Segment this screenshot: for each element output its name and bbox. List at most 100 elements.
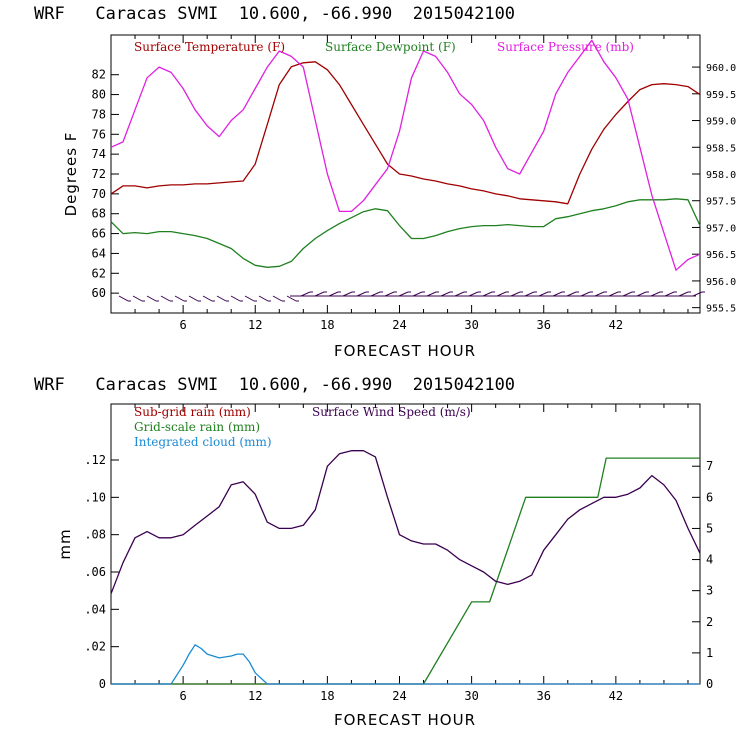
- bottom-x-tick-label: 42: [609, 689, 623, 703]
- wind-barb-mark: [188, 295, 199, 302]
- top-series: [110, 39, 701, 271]
- bottom-legend-integrated-cloud: Integrated cloud (mm): [134, 435, 272, 449]
- wind-barb-mark: [300, 291, 311, 297]
- top-y-tick-label: 60: [92, 286, 106, 300]
- top-y2-tick-label: 957.0: [706, 223, 736, 234]
- top-title: WRF Caracas SVMI 10.600, -66.990 2015042…: [34, 4, 515, 24]
- bottom-series: [110, 450, 701, 685]
- wind-barb-mark: [496, 291, 507, 297]
- wind-barb-mark: [594, 291, 605, 297]
- wind-barb-mark: [384, 291, 395, 297]
- top-y-tick-label: 70: [92, 187, 106, 201]
- wind-barb-mark: [216, 295, 227, 302]
- bottom-x-ticks: 6 12 18 24 30 36 42: [134, 404, 689, 703]
- top-x-ticks: 6 12 18 24 30 36 42: [134, 35, 689, 332]
- top-y-tick-label: 64: [92, 246, 106, 260]
- wind-barb-mark: [580, 291, 591, 297]
- wind-barb-mark: [510, 291, 521, 297]
- bottom-legend-subgrid-rain: Sub-grid rain (mm): [134, 405, 251, 419]
- wind-barb-mark: [370, 291, 381, 297]
- top-x-tick-label: 30: [464, 318, 478, 332]
- bottom-x-tick-label: 18: [320, 689, 334, 703]
- wind-barb-mark: [566, 291, 577, 297]
- bottom-x-tick-label: 24: [392, 689, 406, 703]
- bottom-y-ticks: 0 .02 .04 .06 .08 .10 .12: [84, 453, 119, 691]
- top-y2-tick-label: 960.0: [706, 63, 736, 74]
- wind-barb-mark: [230, 295, 241, 302]
- wind-barb-mark: [426, 291, 437, 297]
- wind-barb-mark: [286, 295, 297, 302]
- top-y2-ticks: 955.5 956.0 956.5 957.0 957.5 958.0 958.5 959.0…: [692, 63, 736, 315]
- bottom-x-tick-label: 36: [537, 689, 551, 703]
- bottom-y2-tick-label: 3: [706, 584, 713, 598]
- wind-barb-mark: [608, 291, 619, 297]
- top-wind-barbs: [118, 291, 705, 302]
- top-y2-tick-label: 956.0: [706, 277, 736, 288]
- top-y-tick-label: 62: [92, 266, 106, 280]
- wind-barb-mark: [132, 295, 143, 302]
- bottom-y-tick-label: .08: [84, 528, 106, 542]
- wind-barb-mark: [258, 295, 269, 302]
- bottom-y2-tick-label: 2: [706, 615, 713, 629]
- bottom-legend-gridscale-rain: Grid-scale rain (mm): [134, 420, 260, 434]
- top-y-tick-label: 72: [92, 167, 106, 181]
- wind-barb-mark: [552, 291, 563, 297]
- top-y-tick-label: 80: [92, 88, 106, 102]
- top-y-tick-label: 78: [92, 107, 106, 121]
- top-series-line-surface-dewpoint-f: [110, 198, 701, 268]
- top-y2-tick-label: 958.5: [706, 143, 736, 154]
- top-y2-tick-label: 958.0: [706, 170, 736, 181]
- top-legend-temperature: Surface Temperature (F): [134, 40, 285, 54]
- wind-barb-mark: [454, 291, 465, 297]
- wind-barb-mark: [160, 295, 171, 302]
- wind-barb-mark: [636, 291, 647, 297]
- wind-barb-mark: [538, 291, 549, 297]
- wind-barb-mark: [482, 291, 493, 297]
- bottom-y-tick-label: .12: [84, 453, 106, 467]
- bottom-y2-tick-label: 5: [706, 521, 713, 535]
- top-plot-frame: [110, 34, 701, 314]
- top-y-axis-label: Degrees F: [62, 132, 80, 217]
- top-series-line-surface-temperature-f: [110, 61, 701, 205]
- bottom-y-tick-label: .10: [84, 490, 106, 504]
- bottom-series-line-surface-wind-speed-m-s: [110, 450, 701, 595]
- top-y-ticks: 60 62 64 66 68 70 72 74 76 78 80 82: [92, 68, 119, 300]
- bottom-x-tick-label: 6: [180, 689, 187, 703]
- top-y2-tick-label: 955.5: [706, 304, 736, 315]
- wind-barb-mark: [692, 291, 703, 297]
- wind-barb-mark: [440, 291, 451, 297]
- wind-barb-mark: [398, 291, 409, 297]
- top-x-tick-label: 36: [537, 318, 551, 332]
- top-y-tick-label: 68: [92, 207, 106, 221]
- top-legend-pressure: Surface Pressure (mb): [497, 40, 634, 54]
- bottom-y2-tick-label: 7: [706, 459, 713, 473]
- bottom-y-axis-label: mm: [56, 528, 74, 559]
- bottom-y2-tick-label: 0: [706, 677, 713, 691]
- wind-barb-mark: [342, 291, 353, 297]
- top-y2-tick-label: 957.5: [706, 197, 736, 208]
- bottom-y-tick-label: .06: [84, 565, 106, 579]
- wind-barb-mark: [328, 291, 339, 297]
- wind-barb-mark: [650, 291, 661, 297]
- top-x-tick-label: 24: [392, 318, 406, 332]
- wind-barb-mark: [314, 291, 325, 297]
- wind-barb-mark: [244, 295, 255, 302]
- wind-barb-mark: [622, 291, 633, 297]
- top-y2-tick-label: 959.5: [706, 90, 736, 101]
- bottom-series-line-integrated-cloud-mm: [111, 644, 700, 685]
- top-panel: WRF Caracas SVMI 10.600, -66.990 2015042…: [34, 4, 736, 360]
- wind-barb-mark: [678, 291, 689, 297]
- top-x-tick-label: 12: [248, 318, 262, 332]
- bottom-x-tick-label: 30: [464, 689, 478, 703]
- wind-barb-mark: [146, 295, 157, 302]
- bottom-y2-tick-label: 6: [706, 490, 713, 504]
- wind-barb-mark: [272, 295, 283, 302]
- top-y-tick-label: 74: [92, 147, 106, 161]
- wind-barb-mark: [118, 295, 129, 302]
- bottom-y-tick-label: .02: [84, 640, 106, 654]
- bottom-x-tick-label: 12: [248, 689, 262, 703]
- top-x-axis-label: FORECAST HOUR: [334, 342, 476, 360]
- wind-barb-mark: [524, 291, 535, 297]
- wind-barb-mark: [664, 291, 675, 297]
- wind-barb-mark: [174, 295, 185, 302]
